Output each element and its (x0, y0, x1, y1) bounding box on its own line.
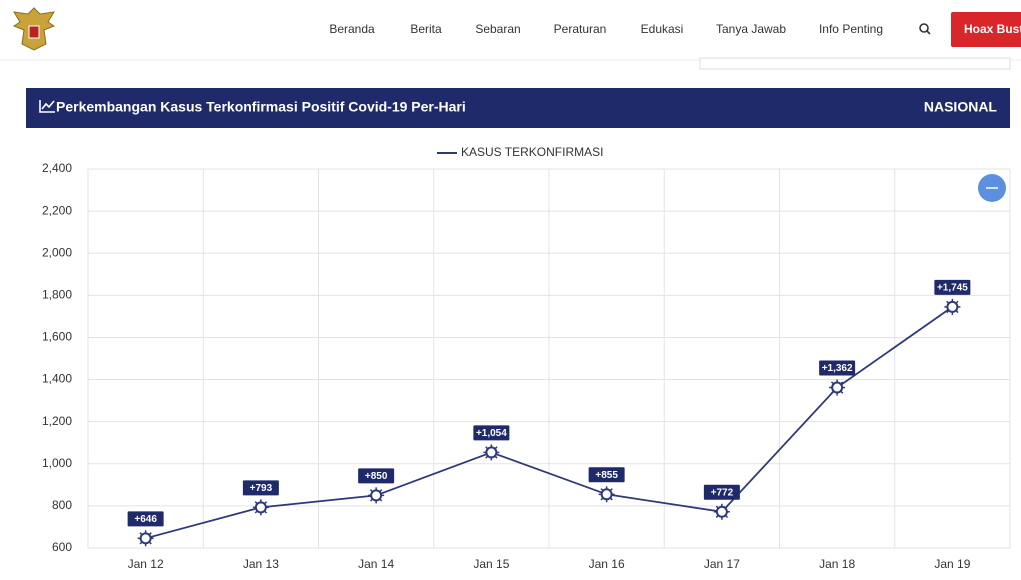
search-box[interactable] (699, 57, 1011, 70)
virus-marker (829, 379, 846, 396)
marker-body (139, 532, 152, 545)
virus-marker (368, 487, 385, 504)
nav-item[interactable]: Info Penting (819, 22, 883, 36)
hoax-button[interactable] (951, 12, 1021, 47)
legend-label: KASUS TERKONFIRMASI (461, 145, 603, 159)
chart-banner (26, 88, 1010, 128)
y-tick-label: 2,000 (42, 245, 72, 259)
value-label-bg (242, 480, 279, 496)
x-tick-label: Jan 18 (819, 557, 855, 571)
y-tick-label: 2,200 (42, 203, 72, 217)
value-label: +1,745 (937, 283, 968, 294)
y-tick-label: 1,000 (42, 456, 72, 470)
value-label-bg (358, 468, 395, 484)
chart-title: Perkembangan Kasus Terkonfirmasi Positif… (56, 99, 466, 115)
y-tick-label: 1,400 (42, 372, 72, 386)
x-tick-label: Jan 15 (473, 557, 509, 571)
marker-body (946, 300, 959, 313)
hoax-button-label[interactable]: Hoax Buster (964, 22, 1021, 36)
marker-body (370, 489, 383, 502)
nav-item[interactable]: Berita (410, 22, 442, 36)
value-label-bg (703, 484, 740, 500)
x-tick-label: Jan 13 (243, 557, 279, 571)
x-tick-label: Jan 14 (358, 557, 394, 571)
marker-body (600, 488, 613, 501)
value-label-bg (588, 467, 625, 483)
logo[interactable] (12, 7, 56, 51)
value-label: +772 (711, 487, 734, 498)
value-label: +1,054 (476, 428, 507, 439)
nav-item[interactable]: Sebaran (475, 22, 520, 36)
series-line (145, 306, 953, 540)
virus-marker (483, 444, 500, 461)
region-label: NASIONAL (924, 99, 998, 115)
x-tick-label: Jan 17 (704, 557, 740, 571)
nav-item[interactable]: Edukasi (641, 22, 684, 36)
y-tick-label: 600 (52, 540, 72, 554)
virus-marker (598, 486, 615, 503)
virus-marker (252, 499, 269, 516)
value-label-bg (934, 279, 971, 295)
top-bar (0, 0, 1021, 60)
nav-item[interactable]: Tanya Jawab (716, 22, 786, 36)
value-label-bg (473, 425, 510, 441)
value-label: +646 (134, 514, 157, 525)
marker-body (485, 446, 498, 459)
value-label: +793 (250, 483, 273, 494)
x-tick-label: Jan 12 (128, 557, 164, 571)
y-tick-label: 800 (52, 498, 72, 512)
value-label: +855 (595, 470, 618, 481)
value-label-bg (127, 511, 164, 527)
virus-marker (137, 530, 154, 547)
y-tick-label: 1,600 (42, 330, 72, 344)
nav-item[interactable]: Peraturan (554, 22, 607, 36)
nav-item[interactable]: Beranda (329, 22, 375, 36)
x-tick-label: Jan 19 (934, 557, 970, 571)
chart-icon (39, 100, 55, 113)
value-label: +1,362 (822, 363, 853, 374)
value-label: +850 (365, 471, 388, 482)
y-tick-label: 1,200 (42, 414, 72, 428)
virus-marker (713, 503, 730, 520)
y-tick-label: 2,400 (42, 161, 72, 175)
virus-marker (944, 298, 961, 315)
x-tick-label: Jan 16 (589, 557, 625, 571)
value-label-bg (819, 360, 856, 376)
marker-body (254, 501, 267, 514)
marker-body (831, 381, 844, 394)
marker-body (715, 505, 728, 518)
y-tick-label: 1,800 (42, 288, 72, 302)
collapse-button[interactable] (978, 174, 1006, 202)
search-icon[interactable] (919, 23, 931, 35)
